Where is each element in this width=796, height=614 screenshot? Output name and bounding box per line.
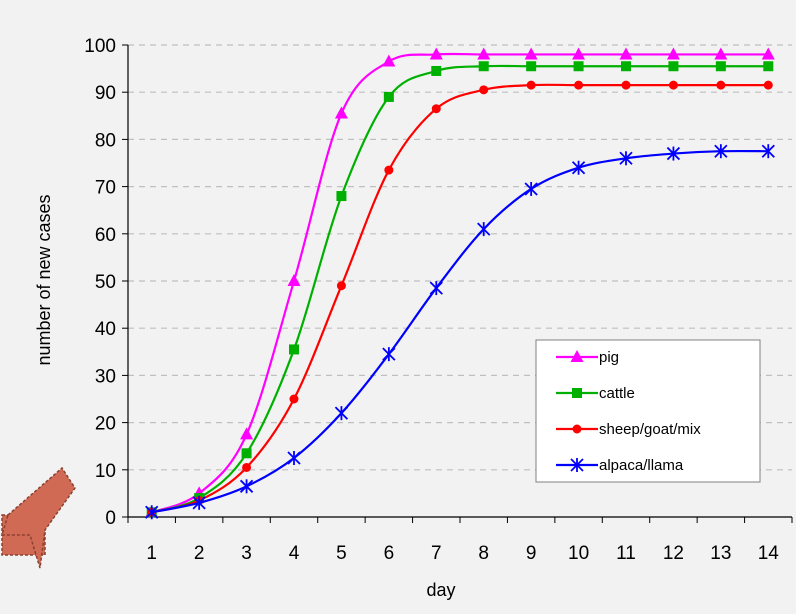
x-tick-label: 13 xyxy=(710,543,731,564)
data-point-pig xyxy=(335,106,348,118)
data-point-cattle xyxy=(431,66,441,76)
legend: pig cattle sheep/goat/mix alpaca/llama xyxy=(536,340,760,482)
x-tick-label: 3 xyxy=(241,543,252,564)
x-tick-label: 9 xyxy=(526,543,537,564)
y-tick-label: 90 xyxy=(95,83,116,104)
y-tick-label: 30 xyxy=(95,366,116,387)
data-point-cattle xyxy=(668,61,678,71)
data-point-cattle xyxy=(716,61,726,71)
y-axis-ticks: 0 10 20 30 40 50 60 70 80 90 100 xyxy=(84,36,128,529)
legend-swatch-marker xyxy=(573,425,582,434)
data-point-alpaca-llama xyxy=(288,451,300,465)
data-point-sheep-goat-mix xyxy=(622,81,631,90)
x-tick-label: 7 xyxy=(431,543,442,564)
legend-label: alpaca/llama xyxy=(599,457,684,474)
data-point-alpaca-llama xyxy=(478,222,490,236)
data-point-sheep-goat-mix xyxy=(764,81,773,90)
data-point-alpaca-llama xyxy=(241,479,253,493)
data-point-sheep-goat-mix xyxy=(242,463,251,472)
data-point-cattle xyxy=(574,61,584,71)
data-point-alpaca-llama xyxy=(573,161,585,175)
data-point-cattle xyxy=(336,191,346,201)
x-tick-label: 1 xyxy=(146,543,157,564)
legend-label: pig xyxy=(599,349,619,366)
x-tick-label: 12 xyxy=(663,543,684,564)
data-point-cattle xyxy=(384,92,394,102)
data-point-sheep-goat-mix xyxy=(290,395,299,404)
data-point-cattle xyxy=(289,344,299,354)
legend-swatch-marker xyxy=(572,388,582,398)
data-point-sheep-goat-mix xyxy=(527,81,536,90)
data-point-pig xyxy=(288,274,301,286)
data-point-sheep-goat-mix xyxy=(432,104,441,113)
y-tick-label: 20 xyxy=(95,414,116,435)
y-tick-label: 40 xyxy=(95,319,116,340)
y-tick-label: 60 xyxy=(95,225,116,246)
data-point-sheep-goat-mix xyxy=(669,81,678,90)
data-point-sheep-goat-mix xyxy=(574,81,583,90)
data-point-cattle xyxy=(526,61,536,71)
y-axis-label: number of new cases xyxy=(34,194,54,365)
data-point-cattle xyxy=(763,61,773,71)
legend-label: sheep/goat/mix xyxy=(599,421,701,438)
data-point-cattle xyxy=(242,448,252,458)
arrow-pointer-icon xyxy=(2,468,75,568)
x-tick-label: 6 xyxy=(384,543,395,564)
x-axis-label: day xyxy=(426,580,455,600)
x-tick-label: 2 xyxy=(194,543,205,564)
data-point-pig xyxy=(240,427,253,439)
x-tick-label: 11 xyxy=(616,543,636,564)
data-point-cattle xyxy=(479,61,489,71)
data-point-pig xyxy=(382,55,395,67)
data-point-alpaca-llama xyxy=(335,406,347,420)
y-tick-label: 80 xyxy=(95,130,116,151)
legend-label: cattle xyxy=(599,385,635,402)
data-point-alpaca-llama xyxy=(525,182,537,196)
y-tick-label: 10 xyxy=(95,461,116,482)
y-tick-label: 0 xyxy=(105,508,116,529)
data-point-cattle xyxy=(621,61,631,71)
x-axis-ticks: 1 2 3 4 5 6 7 8 9 10 11 12 13 14 xyxy=(128,517,792,564)
y-tick-label: 100 xyxy=(84,36,116,57)
data-point-sheep-goat-mix xyxy=(384,166,393,175)
data-point-sheep-goat-mix xyxy=(716,81,725,90)
x-tick-label: 10 xyxy=(568,543,589,564)
x-tick-label: 14 xyxy=(758,543,780,564)
x-tick-label: 5 xyxy=(336,543,347,564)
x-tick-label: 8 xyxy=(478,543,489,564)
y-tick-label: 50 xyxy=(95,272,116,293)
data-point-sheep-goat-mix xyxy=(479,85,488,94)
data-point-sheep-goat-mix xyxy=(337,281,346,290)
data-point-alpaca-llama xyxy=(383,347,395,361)
data-point-alpaca-llama xyxy=(430,281,442,295)
y-tick-label: 70 xyxy=(95,178,116,199)
x-tick-label: 4 xyxy=(289,543,300,564)
